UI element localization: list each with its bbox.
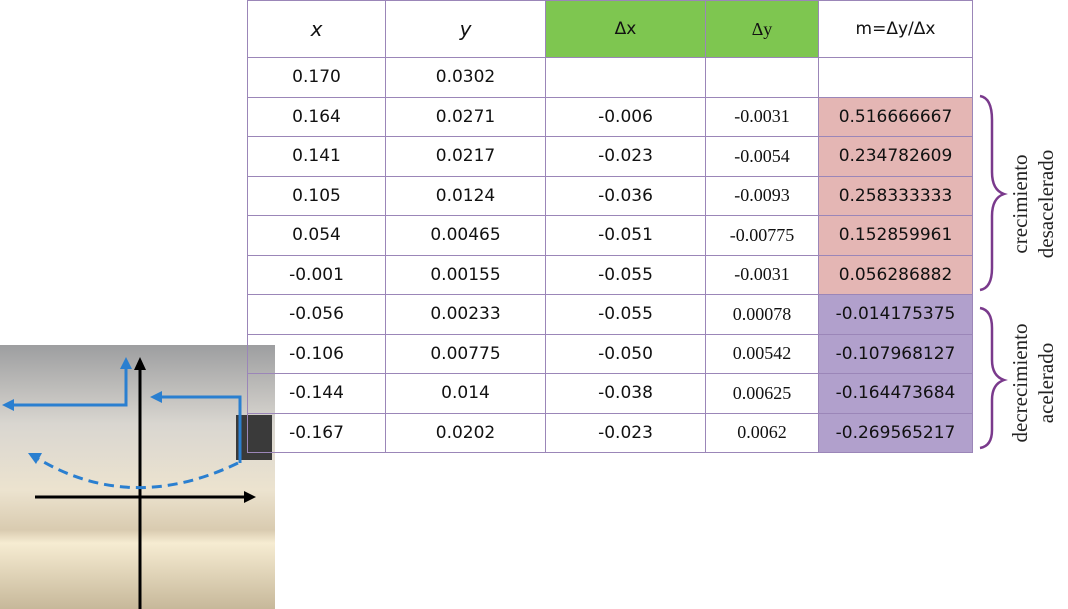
annotation-line: decrecimiento <box>1008 323 1032 443</box>
table-cell: -0.144 <box>247 373 386 414</box>
table-cell: 0.152859961 <box>818 215 973 256</box>
table-cell: 0.0202 <box>385 412 546 453</box>
annotation: crecimiento desacelerado <box>1007 129 1059 279</box>
annotation-line: acelerado <box>1034 342 1058 424</box>
table-cell: 0.00775 <box>385 333 546 374</box>
table-cell: 0.105 <box>247 175 386 216</box>
table-cell: -0.036 <box>545 175 706 216</box>
braces <box>979 94 1008 450</box>
header-cell: x <box>247 0 386 58</box>
table-cell: -0.023 <box>545 412 706 453</box>
table-cell: 0.00465 <box>385 215 546 256</box>
annotation-line: desacelerado <box>1034 149 1058 259</box>
table-cell: 0.056286882 <box>818 254 973 295</box>
table-cell: -0.0031 <box>705 96 819 137</box>
table-cell: -0.0093 <box>705 175 819 216</box>
header-cell: y <box>385 0 546 58</box>
table-cell: -0.107968127 <box>818 333 973 374</box>
table-cell: 0.0217 <box>385 136 546 177</box>
table-cell: 0.00625 <box>705 373 819 414</box>
table-cell: -0.269565217 <box>818 412 973 453</box>
annotation-line: crecimiento <box>1008 154 1032 254</box>
table-cell: -0.050 <box>545 333 706 374</box>
table-cell: -0.014175375 <box>818 294 973 335</box>
table-cell: 0.00155 <box>385 254 546 295</box>
table-cell: -0.038 <box>545 373 706 414</box>
table-cell: -0.106 <box>247 333 386 374</box>
table-cell: -0.00775 <box>705 215 819 256</box>
annotation: decrecimiento acelerado <box>1007 308 1059 458</box>
table-cell: 0.0271 <box>385 96 546 137</box>
table-cell: 0.516666667 <box>818 96 973 137</box>
table-cell: 0.00233 <box>385 294 546 335</box>
table-cell: -0.0031 <box>705 254 819 295</box>
table-cell: 0.014 <box>385 373 546 414</box>
table-cell: 0.054 <box>247 215 386 256</box>
table-cell <box>705 57 819 98</box>
header-cell: m=Δy/Δx <box>818 0 973 58</box>
table-cell: -0.051 <box>545 215 706 256</box>
header-cell: Δy <box>705 0 819 58</box>
table-cell: 0.00542 <box>705 333 819 374</box>
table-cell: -0.164473684 <box>818 373 973 414</box>
table-cell: 0.141 <box>247 136 386 177</box>
table-cell: -0.055 <box>545 294 706 335</box>
table-cell: 0.00078 <box>705 294 819 335</box>
table-cell: -0.001 <box>247 254 386 295</box>
table-cell: 0.164 <box>247 96 386 137</box>
table-cell: 0.258333333 <box>818 175 973 216</box>
table-cell: -0.055 <box>545 254 706 295</box>
header-cell: Δx <box>545 0 706 58</box>
table-cell: -0.167 <box>247 412 386 453</box>
table-cell: 0.0124 <box>385 175 546 216</box>
table-cell: -0.0054 <box>705 136 819 177</box>
table-cell: -0.006 <box>545 96 706 137</box>
table-cell: -0.023 <box>545 136 706 177</box>
table-cell: -0.056 <box>247 294 386 335</box>
table-cell: 0.234782609 <box>818 136 973 177</box>
table-cell: 0.0302 <box>385 57 546 98</box>
table-cell: 0.170 <box>247 57 386 98</box>
table-cell <box>545 57 706 98</box>
table-cell: 0.0062 <box>705 412 819 453</box>
table-cell <box>818 57 973 98</box>
photo <box>0 345 275 609</box>
